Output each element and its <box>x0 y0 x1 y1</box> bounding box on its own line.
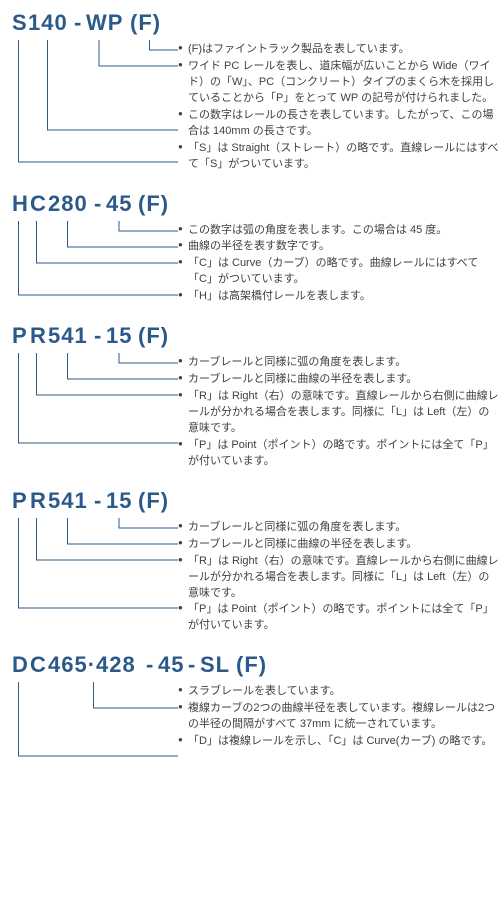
code-segment: 280 <box>48 191 88 217</box>
note-item: カーブレールと同様に弧の角度を表します。 <box>178 355 500 371</box>
diagram-area: この数字は弧の角度を表します。この場合は 45 度。曲線の半径を表す数字です。「… <box>0 221 500 306</box>
code-segment: (F) <box>138 323 169 349</box>
code-segment: (F) <box>138 191 169 217</box>
connector-line <box>119 518 178 528</box>
code-segment: - <box>94 488 102 514</box>
product-code: DC465·428-45-SL(F) <box>0 652 500 678</box>
connector-line <box>68 518 179 544</box>
diagram-area: カーブレールと同様に弧の角度を表します。カーブレールと同様に曲線の半径を表します… <box>0 518 500 635</box>
note-item: 「P」は Point（ポイント）の略です。ポイントには全て「P」が付いています。 <box>178 438 500 470</box>
code-segment: 541 <box>48 488 88 514</box>
code-segment: R <box>30 488 47 514</box>
diagram-area: (F)はファイントラック製品を表しています。ワイド PC レールを表し、道床幅が… <box>0 40 500 173</box>
code-segment: (F) <box>138 488 169 514</box>
connector-line <box>37 221 179 263</box>
notes-list: カーブレールと同様に弧の角度を表します。カーブレールと同様に曲線の半径を表します… <box>178 518 500 635</box>
notes-list: カーブレールと同様に弧の角度を表します。カーブレールと同様に曲線の半径を表します… <box>178 353 500 470</box>
diagram-area: カーブレールと同様に弧の角度を表します。カーブレールと同様に曲線の半径を表します… <box>0 353 500 470</box>
code-segment: 541 <box>48 323 88 349</box>
code-segment: - <box>188 652 196 678</box>
product-code: HC280-45(F) <box>0 191 500 217</box>
connector-line <box>19 221 179 295</box>
notes-list: (F)はファイントラック製品を表しています。ワイド PC レールを表し、道床幅が… <box>178 40 500 173</box>
connector-line <box>19 353 179 443</box>
notes-list: スラブレールを表しています。複線カーブの2つの曲線半径を表しています。複線レール… <box>178 682 500 750</box>
note-item: 「S」は Straight（ストレート）の略です。直線レールにはすべて「S」がつ… <box>178 141 500 173</box>
note-item: ワイド PC レールを表し、道床幅が広いことから Wide（ワイド）の「W」、P… <box>178 59 500 107</box>
code-segment: SL <box>200 652 230 678</box>
code-segment: 15 <box>106 488 132 514</box>
connector-line <box>68 353 179 379</box>
code-segment: 465·428 <box>48 652 136 678</box>
notes-list: この数字は弧の角度を表します。この場合は 45 度。曲線の半径を表す数字です。「… <box>178 221 500 306</box>
code-segment: - <box>146 652 154 678</box>
note-item: スラブレールを表しています。 <box>178 684 500 700</box>
connector-lines <box>0 221 178 321</box>
code-segment: (F) <box>236 652 267 678</box>
code-segment: C <box>30 191 47 217</box>
product-code: S140-WP (F) <box>0 10 500 36</box>
code-segment: 45 <box>158 652 184 678</box>
note-item: 「R」は Right（右）の意味です。直線レールから右側に曲線レールが分かれる場… <box>178 389 500 437</box>
code-segment: - <box>94 191 102 217</box>
code-section: PR541-15(F) カーブレールと同様に弧の角度を表します。カーブレールと同様… <box>0 323 500 470</box>
code-section: S140-WP (F) (F)はファイントラック製品を表しています。ワイド PC レ… <box>0 10 500 173</box>
code-segment: - <box>94 323 102 349</box>
code-segment: S <box>12 10 28 36</box>
code-segment: 140 <box>28 10 68 36</box>
product-code: PR541-15(F) <box>0 323 500 349</box>
code-segment: 45 <box>106 191 132 217</box>
connector-lines <box>0 40 178 200</box>
note-item: この数字はレールの長さを表しています。したがって、この場合は 140mm の長さ… <box>178 108 500 140</box>
note-item: 「H」は高架橋付レールを表します。 <box>178 289 500 305</box>
note-item: カーブレールと同様に曲線の半径を表します。 <box>178 537 500 553</box>
code-segment: R <box>30 323 47 349</box>
code-segment: WP <box>86 10 123 36</box>
note-item: 曲線の半径を表す数字です。 <box>178 239 500 255</box>
connector-line <box>19 40 179 162</box>
connector-line <box>150 40 179 50</box>
code-segment: P <box>12 323 28 349</box>
code-segment: H <box>12 191 29 217</box>
connector-line <box>19 518 179 608</box>
note-item: この数字は弧の角度を表します。この場合は 45 度。 <box>178 223 500 239</box>
connector-line <box>37 353 179 395</box>
note-item: 「P」は Point（ポイント）の略です。ポイントには全て「P」が付いています。 <box>178 602 500 634</box>
code-segment: P <box>12 488 28 514</box>
note-item: (F)はファイントラック製品を表しています。 <box>178 42 500 58</box>
code-section: HC280-45(F) この数字は弧の角度を表します。この場合は 45 度。曲線の… <box>0 191 500 306</box>
code-segment: - <box>74 10 82 36</box>
note-item: カーブレールと同様に弧の角度を表します。 <box>178 520 500 536</box>
connector-line <box>94 682 179 708</box>
note-item: 複線カーブの2つの曲線半径を表しています。複線レールは2つの半径の間隔がすべて … <box>178 701 500 733</box>
code-segment: (F) <box>130 10 161 36</box>
product-code: PR541-15(F) <box>0 488 500 514</box>
note-item: 「R」は Right（右）の意味です。直線レールから右側に曲線レールが分かれる場… <box>178 554 500 602</box>
code-segment: C <box>30 652 47 678</box>
connector-line <box>48 40 179 130</box>
connector-lines <box>0 518 178 648</box>
diagram-area: スラブレールを表しています。複線カーブの2つの曲線半径を表しています。複線レール… <box>0 682 500 750</box>
connector-line <box>68 221 179 247</box>
note-item: 「D」は複線レールを示し、「C」は Curve(カーブ) の略です。 <box>178 734 500 750</box>
code-section: DC465·428-45-SL(F)スラブレールを表しています。複線カーブの2つ… <box>0 652 500 750</box>
connector-line <box>19 682 179 756</box>
code-section: PR541-15(F) カーブレールと同様に弧の角度を表します。カーブレールと同様… <box>0 488 500 635</box>
connector-lines <box>0 353 178 483</box>
note-item: カーブレールと同様に曲線の半径を表します。 <box>178 372 500 388</box>
connector-line <box>37 518 179 560</box>
code-segment: 15 <box>106 323 132 349</box>
connector-lines <box>0 682 178 792</box>
note-item: 「C」は Curve（カーブ）の略です。曲線レールにはすべて「C」がついています… <box>178 256 500 288</box>
connector-line <box>119 221 178 231</box>
connector-line <box>99 40 178 66</box>
code-segment: D <box>12 652 29 678</box>
connector-line <box>119 353 178 363</box>
